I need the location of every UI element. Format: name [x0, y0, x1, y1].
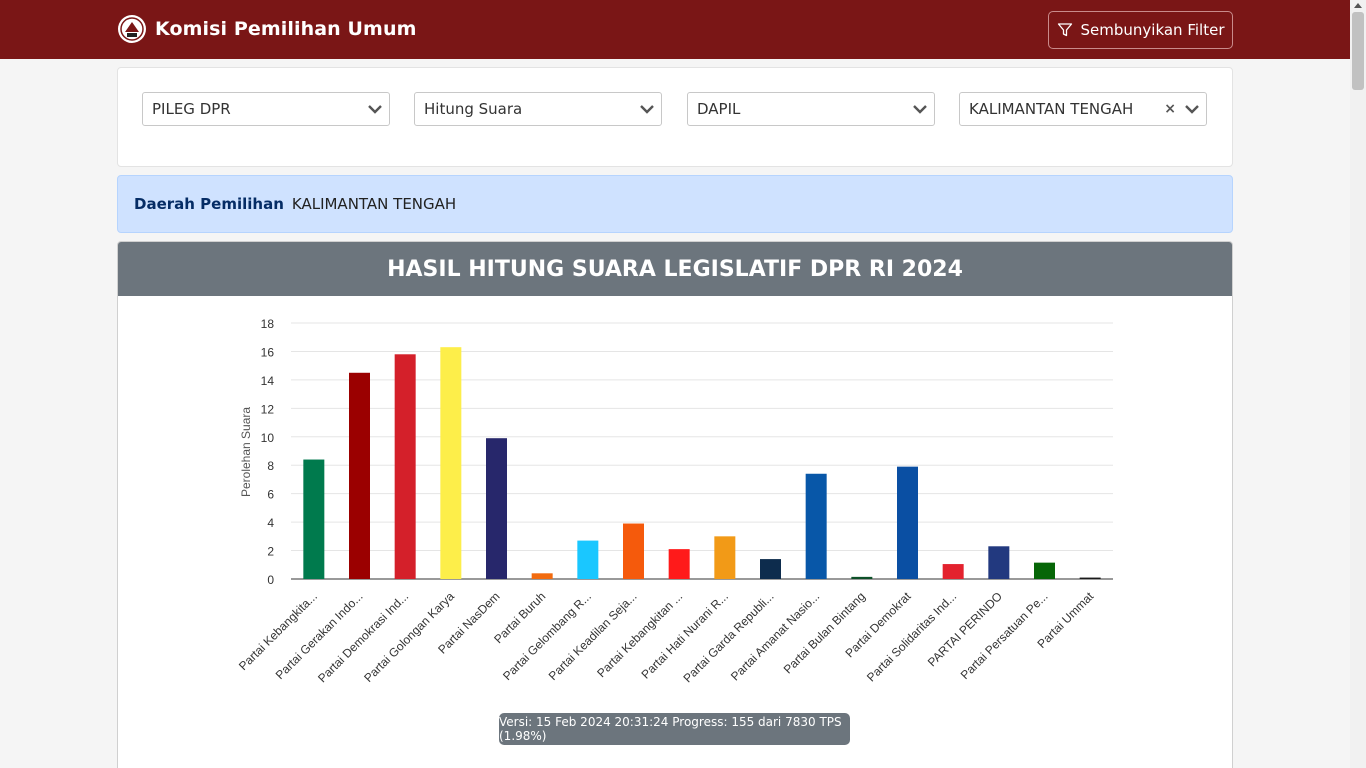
x-tick-label: Partai Hati Nurani R...: [639, 589, 731, 681]
bar: [577, 540, 599, 579]
brand-title: Komisi Pemilihan Umum: [155, 18, 417, 40]
x-tick-label: Partai Gerakan Indo...: [273, 589, 366, 682]
y-tick-label: 18: [261, 317, 275, 331]
bar: [760, 559, 781, 579]
bar: [897, 466, 918, 579]
y-tick-label: 0: [267, 573, 274, 587]
kpu-logo-icon: [118, 15, 146, 43]
bar: [988, 546, 1010, 579]
y-tick-label: 4: [267, 516, 274, 530]
region-info-alert: Daerah Pemilihan KALIMANTAN TENGAH: [117, 175, 1233, 233]
count-type-select[interactable]: Hitung Suara: [414, 92, 662, 126]
x-tick-label: Partai Garda Republi...: [680, 589, 776, 685]
clear-selection-icon[interactable]: ×: [1164, 101, 1176, 117]
scroll-up-arrow-icon[interactable]: [1354, 3, 1362, 8]
scroll-thumb[interactable]: [1352, 12, 1364, 90]
y-tick-label: 16: [261, 345, 275, 359]
page-scrollbar[interactable]: [1350, 0, 1366, 768]
count-type-value: Hitung Suara: [424, 100, 523, 118]
x-tick-label: Partai Persatuan Pe...: [958, 589, 1051, 682]
bar: [440, 347, 462, 579]
chart-title: HASIL HITUNG SUARA LEGISLATIF DPR RI 202…: [118, 242, 1232, 296]
bar: [942, 564, 964, 579]
top-navbar: Komisi Pemilihan Umum Sembunyikan Filter: [0, 0, 1350, 59]
chevron-down-icon: [640, 105, 654, 114]
election-type-value: PILEG DPR: [152, 100, 231, 118]
filter-icon: [1057, 23, 1072, 37]
x-tick-label: Partai Keadilan Seja...: [546, 589, 640, 683]
chevron-down-icon: [368, 105, 382, 114]
bar-chart: 0 2 4 6 8 10 12 14 16 18 Perolehan Suara Partai Keb…: [236, 317, 1113, 685]
y-tick-label: 2: [267, 545, 274, 559]
bar: [1034, 562, 1055, 579]
region-select-value: KALIMANTAN TENGAH: [969, 100, 1134, 118]
x-tick-label: Partai Kebangkita...: [236, 589, 320, 673]
x-tick-label: Partai Gelombang R...: [500, 589, 594, 683]
bar: [1079, 577, 1101, 579]
filter-panel: PILEG DPR Hitung Suara DAPIL KALIMANTAN …: [117, 67, 1233, 167]
election-type-select[interactable]: PILEG DPR: [142, 92, 390, 126]
bar: [303, 459, 325, 579]
hide-filter-button[interactable]: Sembunyikan Filter: [1048, 11, 1233, 49]
y-tick-label: 12: [261, 402, 275, 416]
x-tick-label: Partai Solidaritas Ind...: [864, 589, 959, 684]
y-tick-label: 8: [267, 459, 274, 473]
region-label: Daerah Pemilihan: [134, 195, 284, 213]
chevron-down-icon: [913, 105, 927, 114]
area-level-value: DAPIL: [697, 100, 741, 118]
y-tick-label: 10: [261, 431, 275, 445]
hide-filter-label: Sembunyikan Filter: [1080, 21, 1225, 39]
region-select[interactable]: KALIMANTAN TENGAH ×: [959, 92, 1207, 126]
x-tick-label: Partai Amanat Nasio...: [728, 589, 822, 683]
bar: [668, 549, 690, 579]
y-tick-label: 14: [261, 374, 275, 388]
region-value: KALIMANTAN TENGAH: [291, 195, 457, 213]
chart-card: HASIL HITUNG SUARA LEGISLATIF DPR RI 202…: [117, 241, 1233, 768]
version-badge: Versi: 15 Feb 2024 20:31:24 Progress: 15…: [499, 713, 850, 745]
y-tick-label: 6: [267, 488, 274, 502]
area-level-select[interactable]: DAPIL: [687, 92, 935, 126]
bar: [851, 576, 873, 579]
x-tick-label: Partai Kebangkitan ...: [594, 589, 685, 680]
y-axis-label: Perolehan Suara: [239, 407, 253, 497]
bar: [531, 573, 553, 579]
bar: [714, 536, 736, 579]
bar: [623, 523, 644, 579]
brand[interactable]: Komisi Pemilihan Umum: [117, 14, 416, 44]
bar: [805, 473, 827, 579]
chevron-down-icon: [1185, 105, 1199, 114]
bar: [486, 438, 507, 579]
bar: [394, 354, 416, 579]
bar: [349, 372, 370, 579]
x-tick-label: Partai Golongan Karya: [361, 589, 457, 685]
x-tick-label: Partai Bulan Bintang: [781, 589, 868, 676]
x-tick-label: Partai Demokrasi Ind...: [315, 589, 411, 685]
